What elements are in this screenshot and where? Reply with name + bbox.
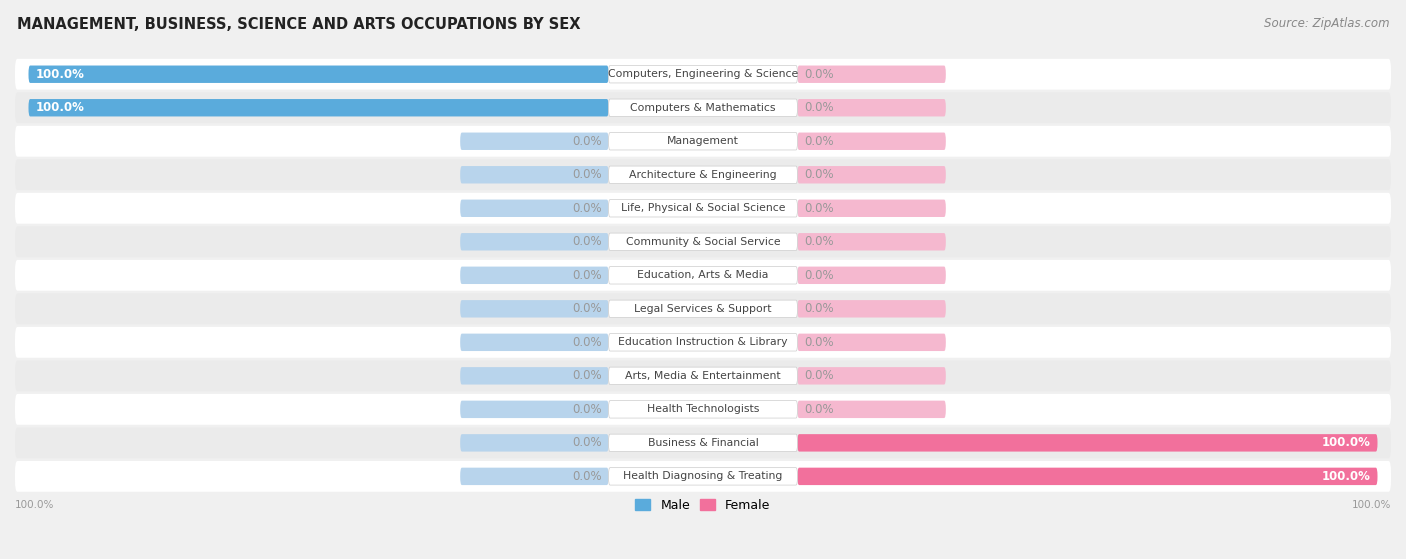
FancyBboxPatch shape xyxy=(460,267,609,284)
Text: 0.0%: 0.0% xyxy=(804,336,834,349)
Text: 0.0%: 0.0% xyxy=(804,101,834,114)
FancyBboxPatch shape xyxy=(797,200,946,217)
Text: 100.0%: 100.0% xyxy=(1322,470,1371,483)
FancyBboxPatch shape xyxy=(460,401,609,418)
FancyBboxPatch shape xyxy=(15,461,1391,492)
FancyBboxPatch shape xyxy=(797,65,946,83)
FancyBboxPatch shape xyxy=(15,260,1391,291)
FancyBboxPatch shape xyxy=(797,166,946,183)
FancyBboxPatch shape xyxy=(15,193,1391,224)
FancyBboxPatch shape xyxy=(460,367,609,385)
FancyBboxPatch shape xyxy=(797,401,946,418)
Text: 100.0%: 100.0% xyxy=(35,68,84,80)
Text: Architecture & Engineering: Architecture & Engineering xyxy=(630,170,776,180)
Text: 0.0%: 0.0% xyxy=(572,403,602,416)
Text: Legal Services & Support: Legal Services & Support xyxy=(634,304,772,314)
Text: Computers & Mathematics: Computers & Mathematics xyxy=(630,103,776,113)
FancyBboxPatch shape xyxy=(15,361,1391,391)
FancyBboxPatch shape xyxy=(460,200,609,217)
Text: 0.0%: 0.0% xyxy=(804,369,834,382)
Text: 0.0%: 0.0% xyxy=(572,369,602,382)
FancyBboxPatch shape xyxy=(15,159,1391,190)
FancyBboxPatch shape xyxy=(15,126,1391,157)
Text: Management: Management xyxy=(666,136,740,146)
Text: Health Technologists: Health Technologists xyxy=(647,404,759,414)
Text: Education, Arts & Media: Education, Arts & Media xyxy=(637,271,769,280)
FancyBboxPatch shape xyxy=(797,132,946,150)
FancyBboxPatch shape xyxy=(609,434,797,452)
FancyBboxPatch shape xyxy=(797,267,946,284)
Text: 0.0%: 0.0% xyxy=(572,135,602,148)
FancyBboxPatch shape xyxy=(460,334,609,351)
FancyBboxPatch shape xyxy=(15,428,1391,458)
FancyBboxPatch shape xyxy=(797,434,1378,452)
Text: 0.0%: 0.0% xyxy=(572,168,602,181)
FancyBboxPatch shape xyxy=(609,367,797,385)
FancyBboxPatch shape xyxy=(609,468,797,485)
Text: 0.0%: 0.0% xyxy=(572,470,602,483)
Text: 0.0%: 0.0% xyxy=(572,336,602,349)
FancyBboxPatch shape xyxy=(15,226,1391,257)
Text: Health Diagnosing & Treating: Health Diagnosing & Treating xyxy=(623,471,783,481)
Text: Business & Financial: Business & Financial xyxy=(648,438,758,448)
Text: Education Instruction & Library: Education Instruction & Library xyxy=(619,337,787,347)
Text: 0.0%: 0.0% xyxy=(572,202,602,215)
FancyBboxPatch shape xyxy=(460,132,609,150)
FancyBboxPatch shape xyxy=(28,65,609,83)
Text: 0.0%: 0.0% xyxy=(572,235,602,248)
FancyBboxPatch shape xyxy=(460,300,609,318)
FancyBboxPatch shape xyxy=(609,99,797,116)
FancyBboxPatch shape xyxy=(460,233,609,250)
FancyBboxPatch shape xyxy=(797,99,946,116)
FancyBboxPatch shape xyxy=(460,434,609,452)
Text: MANAGEMENT, BUSINESS, SCIENCE AND ARTS OCCUPATIONS BY SEX: MANAGEMENT, BUSINESS, SCIENCE AND ARTS O… xyxy=(17,17,581,32)
FancyBboxPatch shape xyxy=(28,99,609,116)
FancyBboxPatch shape xyxy=(15,59,1391,89)
Text: 0.0%: 0.0% xyxy=(804,302,834,315)
FancyBboxPatch shape xyxy=(609,200,797,217)
Text: 0.0%: 0.0% xyxy=(572,437,602,449)
FancyBboxPatch shape xyxy=(797,367,946,385)
FancyBboxPatch shape xyxy=(460,468,609,485)
FancyBboxPatch shape xyxy=(797,233,946,250)
Text: 100.0%: 100.0% xyxy=(15,500,55,510)
Text: 100.0%: 100.0% xyxy=(35,101,84,114)
Text: Arts, Media & Entertainment: Arts, Media & Entertainment xyxy=(626,371,780,381)
FancyBboxPatch shape xyxy=(15,327,1391,358)
Text: 100.0%: 100.0% xyxy=(1322,437,1371,449)
FancyBboxPatch shape xyxy=(609,300,797,318)
Text: 0.0%: 0.0% xyxy=(572,269,602,282)
Text: Computers, Engineering & Science: Computers, Engineering & Science xyxy=(607,69,799,79)
Text: 0.0%: 0.0% xyxy=(804,202,834,215)
FancyBboxPatch shape xyxy=(609,233,797,250)
Text: 0.0%: 0.0% xyxy=(804,269,834,282)
FancyBboxPatch shape xyxy=(609,132,797,150)
Legend: Male, Female: Male, Female xyxy=(630,494,776,517)
FancyBboxPatch shape xyxy=(460,166,609,183)
FancyBboxPatch shape xyxy=(609,334,797,351)
FancyBboxPatch shape xyxy=(609,401,797,418)
Text: Life, Physical & Social Science: Life, Physical & Social Science xyxy=(621,203,785,214)
Text: 0.0%: 0.0% xyxy=(804,168,834,181)
FancyBboxPatch shape xyxy=(609,166,797,183)
Text: 0.0%: 0.0% xyxy=(804,68,834,80)
Text: 100.0%: 100.0% xyxy=(1351,500,1391,510)
FancyBboxPatch shape xyxy=(15,394,1391,425)
FancyBboxPatch shape xyxy=(15,92,1391,123)
Text: Community & Social Service: Community & Social Service xyxy=(626,237,780,247)
Text: 0.0%: 0.0% xyxy=(804,135,834,148)
FancyBboxPatch shape xyxy=(609,267,797,284)
FancyBboxPatch shape xyxy=(797,334,946,351)
FancyBboxPatch shape xyxy=(797,300,946,318)
Text: Source: ZipAtlas.com: Source: ZipAtlas.com xyxy=(1264,17,1389,30)
FancyBboxPatch shape xyxy=(797,468,1378,485)
FancyBboxPatch shape xyxy=(609,65,797,83)
Text: 0.0%: 0.0% xyxy=(804,403,834,416)
Text: 0.0%: 0.0% xyxy=(804,235,834,248)
FancyBboxPatch shape xyxy=(15,293,1391,324)
Text: 0.0%: 0.0% xyxy=(572,302,602,315)
